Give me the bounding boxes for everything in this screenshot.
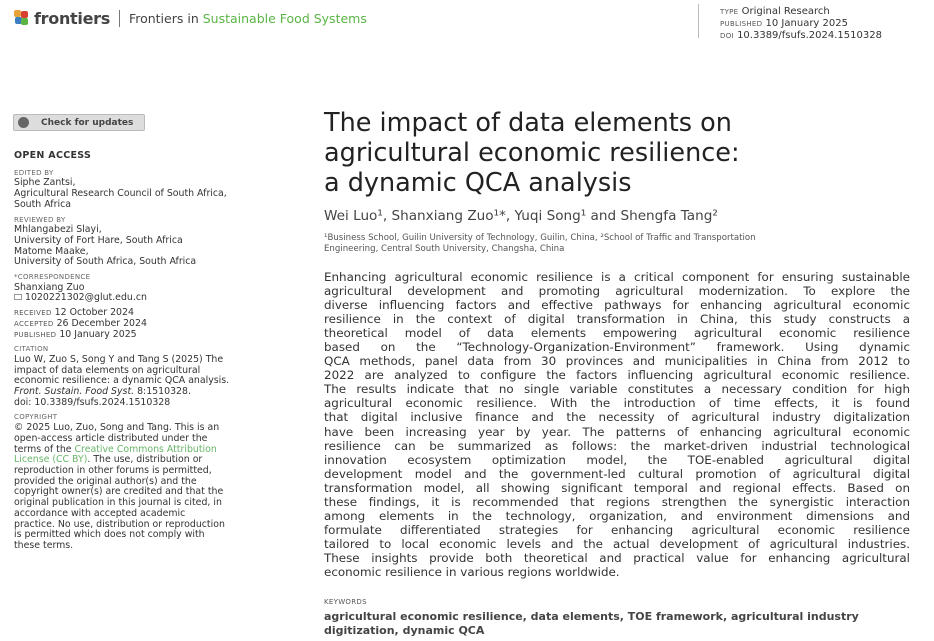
meta-row: PUBLISHED 10 January 2025 bbox=[720, 18, 848, 29]
correspondence-label: *CORRESPONDENCE bbox=[14, 273, 91, 282]
abstract-line: development model and the government-led… bbox=[324, 466, 910, 481]
abstract-line: based on the “Technology-Organization-En… bbox=[324, 340, 910, 355]
text-line: Engineering, Central South University, C… bbox=[324, 243, 565, 254]
text-line: original publication in this journal is … bbox=[14, 497, 222, 509]
article-meta: TYPE Original Research PUBLISHED 10 Janua… bbox=[720, 6, 882, 42]
text-line: these terms. bbox=[14, 539, 74, 551]
brand-name: frontiers bbox=[34, 8, 110, 28]
text-line: Luo W, Zuo S, Song Y and Tang S (2025) T… bbox=[14, 353, 224, 365]
authors: Wei Luo¹, Shanxiang Zuo¹*, Yuqi Song¹ an… bbox=[324, 208, 718, 224]
abstract-line: agricultural development and promoting a… bbox=[324, 284, 910, 299]
citation-doi: doi: 10.3389/fsufs.2024.1510328 bbox=[14, 396, 171, 408]
dates: RECEIVED 12 October 2024 ACCEPTED 26 Dece… bbox=[14, 307, 294, 340]
abstract-line: transformation model, all showing signif… bbox=[324, 480, 910, 495]
keyword-line: digitization, dynamic QCA bbox=[324, 623, 485, 637]
abstract-line: economic resilience in various regions w… bbox=[324, 564, 620, 579]
text-line: University of Fort Hare, South Africa bbox=[14, 234, 183, 246]
text-line: copyright owner(s) are credited and that… bbox=[14, 486, 224, 498]
text-line: Matome Maake, bbox=[14, 245, 89, 257]
correspondence-email[interactable]: 1020221302@glut.edu.cn bbox=[14, 293, 294, 304]
date-row: PUBLISHED 10 January 2025 bbox=[14, 328, 137, 340]
citation-journal: Front. Sustain. Food Syst. 8:1510328. bbox=[14, 386, 191, 398]
text-line: University of South Africa, South Africa bbox=[14, 256, 197, 268]
affiliations: ¹Business School, Guilin University of T… bbox=[324, 233, 914, 254]
journal-header: frontiers Frontiers in Sustainable Food … bbox=[14, 8, 367, 28]
text-line: © 2025 Luo, Zuo, Song and Tang. This is … bbox=[14, 422, 220, 434]
text-line: provided the original author(s) and the bbox=[14, 475, 197, 487]
article-title: The impact of data elements on agricultur… bbox=[324, 108, 924, 198]
abstract-line: resilience can be summarized as follows:… bbox=[324, 438, 910, 453]
title-line: agricultural economic resilience: bbox=[324, 138, 740, 168]
sidebar: OPEN ACCESS EDITED BY Siphe Zantsi, Agric… bbox=[14, 150, 294, 552]
abstract-line: These insights provide both theoretical … bbox=[324, 550, 910, 565]
keywords: agricultural economic resilience, data e… bbox=[324, 610, 914, 637]
copyright-cont: reproduction in other forums is permitte… bbox=[14, 464, 294, 552]
text-line: impact of data elements on agricultural bbox=[14, 364, 201, 376]
citation: Luo W, Zuo S, Song Y and Tang S (2025) T… bbox=[14, 353, 294, 387]
text-line: practice. No use, distribution or reprod… bbox=[14, 518, 225, 530]
text-line: Siphe Zantsi, bbox=[14, 177, 76, 189]
text-line: Mhlangabezi Slayi, bbox=[14, 224, 102, 236]
abstract-line: these findings, it is recommended that r… bbox=[324, 494, 910, 509]
abstract-line: QCA methods, panel data from 30 province… bbox=[324, 354, 910, 369]
open-access-label: OPEN ACCESS bbox=[14, 150, 92, 161]
text-line: economic resilience: a dynamic QCA analy… bbox=[14, 375, 230, 387]
text-line: ¹Business School, Guilin University of T… bbox=[324, 233, 756, 243]
check-for-updates-button[interactable]: Check for updates bbox=[13, 114, 145, 131]
reviewed-by-label: REVIEWED BY bbox=[14, 215, 66, 224]
divider bbox=[698, 4, 699, 38]
abstract-line: theoretical model of data elements empow… bbox=[324, 326, 910, 341]
date-row: ACCEPTED 26 December 2024 bbox=[14, 317, 147, 329]
abstract-line: diverse influencing factors and effectiv… bbox=[324, 298, 910, 313]
text-line: accordance with accepted academic bbox=[14, 507, 186, 519]
abstract-line: The results indicate that no single vari… bbox=[324, 382, 910, 397]
text-line: South Africa bbox=[14, 198, 71, 210]
abstract-line: that digital inclusive finance and the n… bbox=[324, 410, 910, 425]
abstract-line: agricultural economic resilience. With t… bbox=[324, 396, 910, 411]
frontiers-logo-icon bbox=[14, 10, 28, 26]
keyword-line: agricultural economic resilience, data e… bbox=[324, 610, 859, 623]
text-line: is permitted which does not comply with bbox=[14, 529, 205, 541]
divider bbox=[118, 9, 120, 27]
abstract-line: formulate differentiated strategies for … bbox=[324, 522, 910, 537]
email-icon bbox=[14, 294, 22, 301]
license-link[interactable]: License (CC BY) bbox=[14, 454, 88, 466]
reviewers: Mhlangabezi Slayi, University of Fort Har… bbox=[14, 225, 294, 268]
citation-label: CITATION bbox=[14, 345, 49, 354]
abstract: Enhancing agricultural economic resilien… bbox=[324, 270, 910, 579]
abstract-line: Enhancing agricultural economic resilien… bbox=[324, 270, 910, 284]
title-line: a dynamic QCA analysis bbox=[324, 168, 632, 198]
keywords-label: KEYWORDS bbox=[324, 598, 367, 606]
meta-row: TYPE Original Research bbox=[720, 6, 830, 17]
correspondence-name: Shanxiang Zuo bbox=[14, 281, 85, 293]
meta-row: DOI 10.3389/fsufs.2024.1510328 bbox=[720, 30, 882, 41]
update-icon bbox=[18, 117, 29, 128]
edited-by-label: EDITED BY bbox=[14, 168, 54, 177]
abstract-line: resilience in the context of digital tra… bbox=[324, 312, 910, 327]
date-row: RECEIVED 12 October 2024 bbox=[14, 307, 134, 319]
title-line: The impact of data elements on bbox=[324, 108, 732, 138]
abstract-line: among elements in the technology, organi… bbox=[324, 508, 910, 523]
license-link[interactable]: Creative Commons Attribution bbox=[74, 443, 217, 455]
journal-title: Frontiers in Sustainable Food Systems bbox=[128, 10, 367, 26]
copyright: © 2025 Luo, Zuo, Song and Tang. This is … bbox=[14, 422, 294, 444]
abstract-line: have been increasing year by year. The p… bbox=[324, 424, 910, 439]
copyright-label: COPYRIGHT bbox=[14, 413, 58, 422]
abstract-line: 2022 are analyzed to configure the facto… bbox=[324, 368, 910, 383]
abstract-line: innovation ecosystem optimization model,… bbox=[324, 452, 910, 467]
text-line: reproduction in other forums is permitte… bbox=[14, 464, 212, 476]
editors: Siphe Zantsi, Agricultural Research Counc… bbox=[14, 178, 294, 210]
text-line: open-access article distributed under th… bbox=[14, 432, 208, 444]
abstract-line: tailored to local economic levels and th… bbox=[324, 536, 910, 551]
text-line: Agricultural Research Council of South A… bbox=[14, 188, 227, 200]
